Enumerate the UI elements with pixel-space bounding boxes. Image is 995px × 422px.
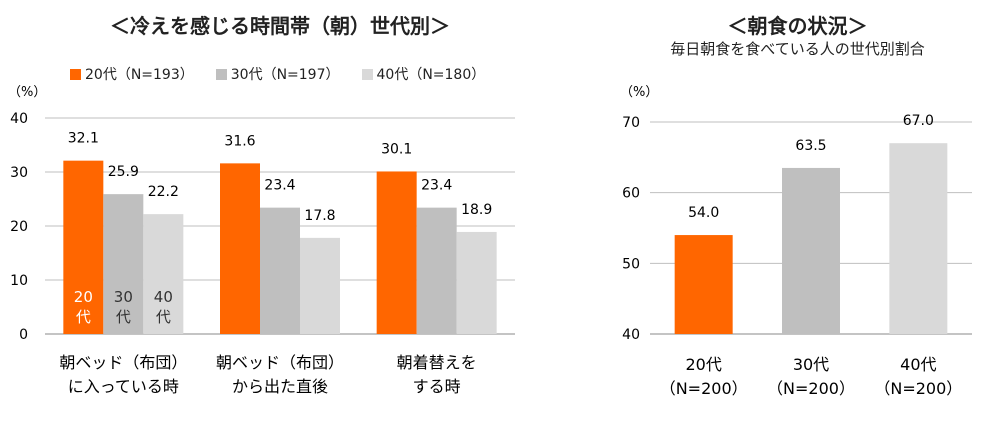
right-chart-subtitle: 毎日朝食を食べている人の世代別割合: [670, 40, 925, 58]
data-label-right-1: 63.5: [795, 138, 826, 154]
y-axis-unit-label: （%）: [8, 85, 46, 100]
y-axis-unit-label-right: （%）: [620, 85, 658, 100]
bar-right-0: [674, 235, 733, 334]
x-category-label-right-0-0: 20代: [685, 355, 721, 374]
bar-2-0: [376, 171, 417, 334]
x-category-label-right-2-1: （N=200）: [874, 379, 962, 398]
in-bar-label-top-1: 30: [114, 288, 133, 306]
in-bar-label-top-0: 20: [74, 288, 93, 306]
x-category-label-right-0-1: （N=200）: [660, 379, 748, 398]
x-category-label-right-1-1: （N=200）: [767, 379, 855, 398]
in-bar-label-bottom-1: 代: [116, 308, 131, 326]
y-tick-label-40: 40: [10, 111, 28, 127]
bar-right-2: [889, 143, 948, 334]
data-label-1-2: 17.8: [304, 208, 335, 224]
legend-item-40s: 40代（N=180）: [361, 64, 486, 84]
y-tick-label-10: 10: [10, 273, 28, 289]
y-tick-label-0: 0: [19, 327, 28, 343]
data-label-2-1: 23.4: [421, 178, 452, 194]
data-label-0-2: 22.2: [148, 184, 179, 200]
y-tick-label-right-40: 40: [622, 327, 640, 343]
in-bar-label-bottom-2: 代: [156, 308, 171, 326]
right-bar-chart: （%） 40 50 60 70 54.0 20代 （N=200） 63.5 30代 （N=200） 6…: [620, 85, 972, 398]
y-tick-label-right-70: 70: [622, 115, 640, 131]
y-tick-label-20: 20: [10, 219, 28, 235]
legend-swatch-40s: [361, 68, 373, 80]
x-category-label-1-1: から出た直後: [232, 377, 328, 396]
bar-1-0: [220, 163, 260, 334]
bar-0-0: [63, 160, 104, 334]
left-chart-title: ＜冷えを感じる時間帯（朝）世代別＞: [110, 14, 450, 38]
x-category-label-0-0: 朝ベッド（布団）: [59, 353, 187, 372]
x-category-label-1-0: 朝ベッド（布団）: [216, 353, 344, 372]
data-label-1-1: 23.4: [264, 178, 295, 194]
data-label-2-0: 30.1: [381, 141, 412, 157]
bar-2-1: [416, 207, 457, 334]
legend-label-30s: 30代（N=197）: [230, 67, 340, 83]
bar-2-2: [456, 231, 497, 334]
data-label-right-0: 54.0: [688, 205, 719, 221]
bar-1-1: [260, 207, 300, 334]
x-category-label-2-0: 朝着替えを: [397, 353, 477, 372]
in-bar-label-top-2: 40: [154, 288, 173, 306]
data-label-2-2: 18.9: [461, 202, 492, 218]
legend-swatch-30s: [215, 68, 227, 80]
x-category-label-right-1-0: 30代: [793, 355, 829, 374]
left-bar-chart: （%） 0 10 20 30 40 32.1 20 代 25.9 30 代 22.2 40 代朝ベッド（布団…: [8, 85, 515, 396]
data-label-0-1: 25.9: [108, 164, 139, 180]
bar-1-2: [300, 237, 340, 334]
x-category-label-0-1: に入っている時: [68, 377, 179, 396]
legend-item-20s: 20代（N=193）: [70, 64, 194, 84]
breakfast-status-chart-panel: ＜朝食の状況＞ 毎日朝食を食べている人の世代別割合 （%） 40 50 60 70 54.…: [600, 0, 995, 422]
in-bar-label-bottom-0: 代: [76, 308, 91, 326]
generation-coldness-chart-panel: ＜冷えを感じる時間帯（朝）世代別＞ 20代（N=193） 30代（N=197） …: [8, 14, 515, 396]
x-category-label-right-2-0: 40代: [900, 355, 936, 374]
bar-0-2: [143, 214, 184, 334]
data-label-1-0: 31.6: [224, 133, 255, 149]
data-label-right-2: 67.0: [903, 113, 934, 129]
y-tick-label-30: 30: [10, 165, 28, 181]
bar-0-1: [103, 194, 144, 334]
x-category-label-2-1: する時: [413, 377, 461, 396]
legend-label-40s: 40代（N=180）: [376, 67, 486, 83]
y-tick-label-right-60: 60: [622, 186, 640, 202]
right-chart-title: ＜朝食の状況＞: [727, 14, 868, 38]
left-chart-legend: 20代（N=193） 30代（N=197） 40代（N=180）: [70, 64, 485, 84]
bar-right-1: [782, 167, 840, 334]
legend-swatch-20s: [70, 68, 81, 80]
y-tick-label-right-50: 50: [622, 256, 640, 272]
legend-label-20s: 20代（N=193）: [85, 67, 194, 83]
data-label-0-0: 32.1: [68, 131, 99, 147]
legend-item-30s: 30代（N=197）: [215, 64, 340, 84]
